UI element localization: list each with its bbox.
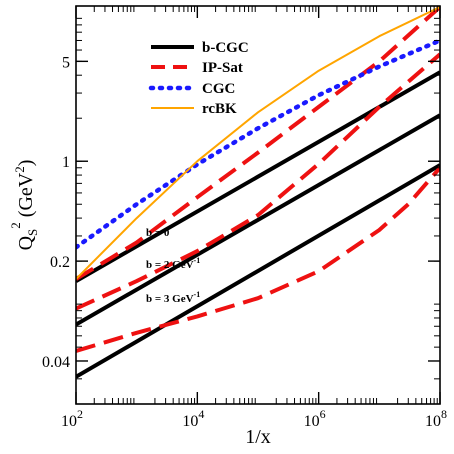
y-tick-label: 0.2 — [50, 254, 70, 271]
series-line-b-cgc-1 — [76, 113, 440, 327]
annotation-label: b = 0 — [146, 227, 170, 239]
plot-series — [76, 6, 440, 379]
plot-frame — [75, 5, 441, 405]
series-line-cgc-6 — [76, 38, 440, 250]
x-tick-label: 104 — [182, 407, 204, 430]
legend-label: rcBK — [202, 101, 237, 117]
y-tick-label: 1 — [62, 154, 70, 171]
series-line-ip-sat-3 — [76, 6, 440, 281]
legend-label: b-CGC — [202, 40, 249, 56]
series-line-ip-sat-4 — [76, 52, 440, 311]
series-line-rcbk-7 — [76, 6, 440, 280]
y-tick-label: 0.04 — [42, 354, 70, 371]
y-tick-label: 5 — [62, 54, 70, 71]
x-tick-label: 102 — [61, 407, 83, 430]
annotation-label: b = 2 GeV-1 — [146, 256, 200, 271]
legend: b-CGC IP-Sat CGC rcBK — [148, 40, 249, 117]
x-tick-label: 108 — [425, 407, 447, 430]
x-tick-label: 106 — [304, 407, 326, 430]
legend-label: CGC — [202, 81, 235, 97]
series-line-b-cgc-2 — [76, 163, 440, 379]
y-axis-ticks: 0.04 0.2 1 5 — [42, 17, 440, 405]
x-axis-title: 1/x — [245, 426, 271, 448]
annotation-label: b = 3 GeV-1 — [146, 290, 200, 305]
x-axis-ticks: 102 104 106 108 — [61, 6, 447, 430]
annotation-layer: b = 0 b = 2 GeV-1 b = 3 GeV-1 — [146, 227, 200, 305]
y-axis-title: QS2 (GeV2) — [8, 160, 40, 251]
series-line-ip-sat-5 — [76, 166, 440, 353]
series-line-b-cgc-0 — [76, 70, 440, 283]
legend-label: IP-Sat — [202, 60, 243, 76]
